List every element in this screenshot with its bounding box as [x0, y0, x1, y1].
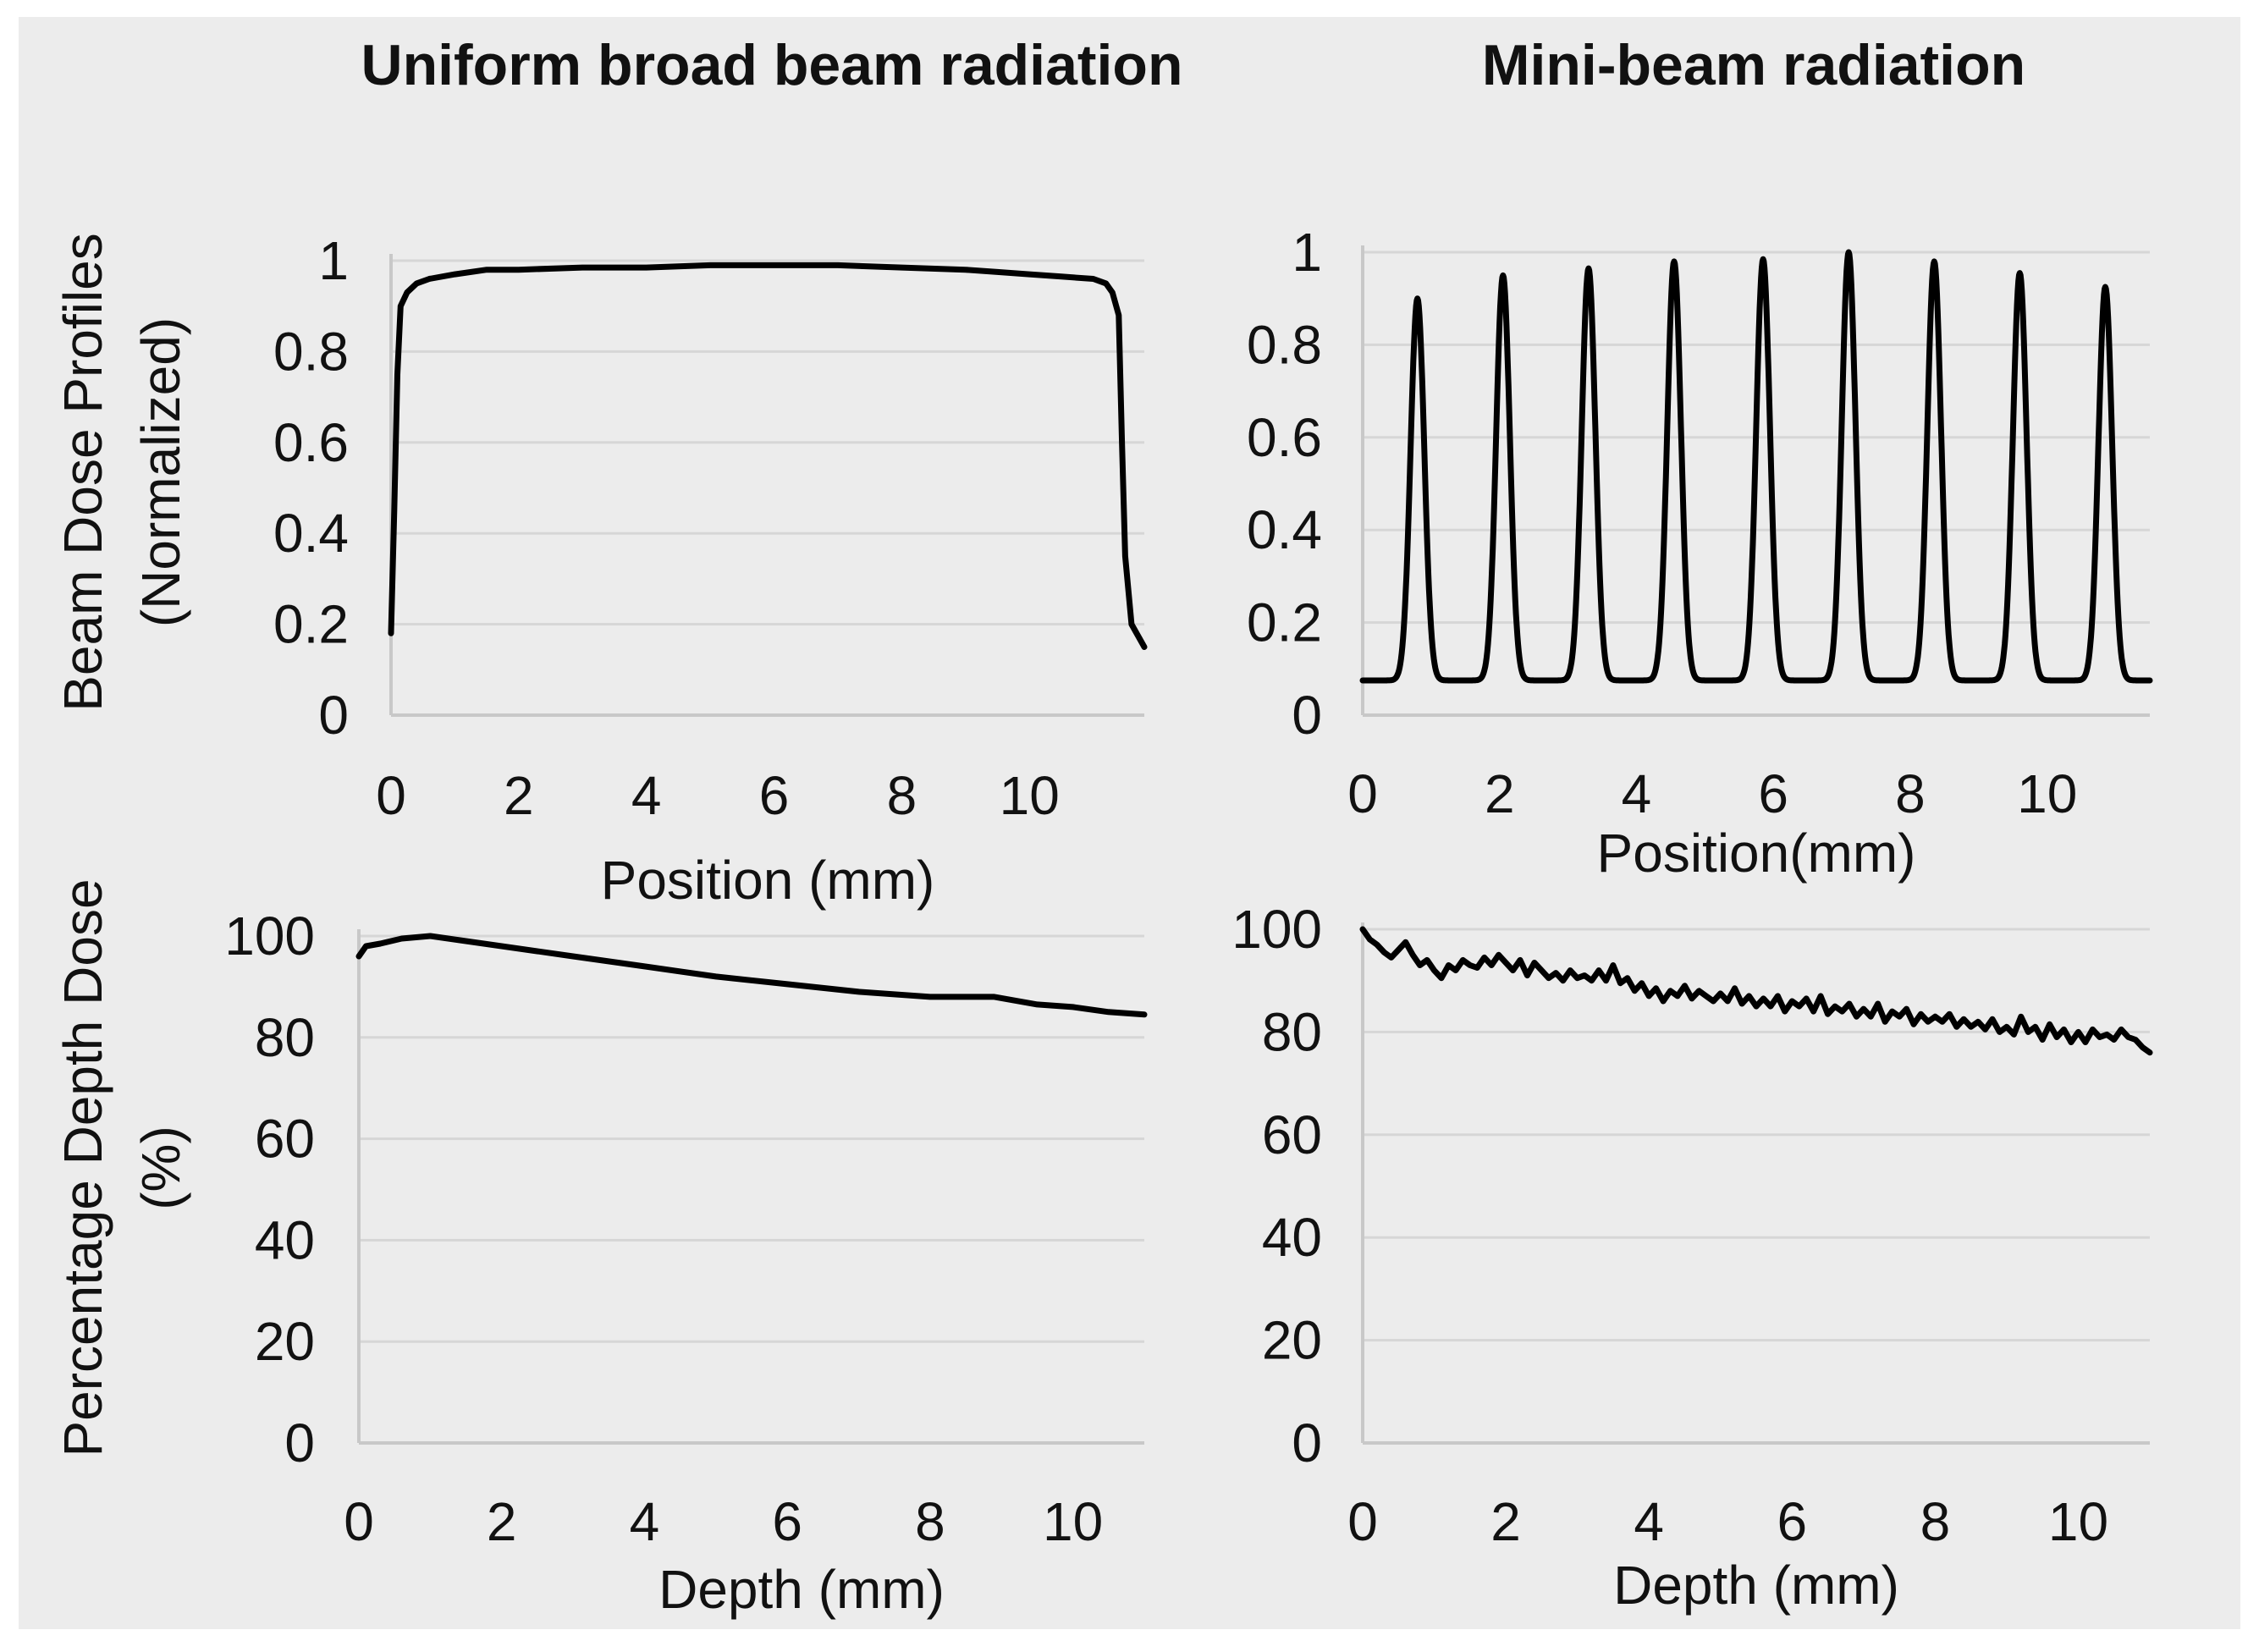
- broad-pdd-ytick-label: 20: [255, 1311, 315, 1372]
- mini-profile-xtick-label: 8: [1895, 763, 1926, 824]
- left-column-title: Uniform broad beam radiation: [361, 33, 1183, 97]
- mini-pdd-xtick-label: 6: [1777, 1491, 1807, 1552]
- broad-profile-xtick-label: 4: [631, 765, 662, 826]
- broad-pdd-ytick-label: 40: [255, 1209, 315, 1270]
- mini-pdd-ytick-label: 80: [1262, 1001, 1322, 1062]
- broad-pdd-series-line: [355, 933, 1148, 1018]
- broad-profile-ytick-label: 0.6: [273, 412, 349, 473]
- broad-profile-ytick-label: 0.4: [273, 503, 349, 564]
- broad-pdd-xtick-label: 2: [487, 1491, 517, 1552]
- top-ylabel-line1: Beam Dose Profiles: [52, 233, 113, 712]
- mini-profile-xtick-label: 10: [2017, 763, 2077, 824]
- mini-pdd-ytick-label: 0: [1292, 1412, 1322, 1473]
- mini-profile-xtick-label: 4: [1622, 763, 1652, 824]
- mini-pdd-xtick-label: 8: [1920, 1491, 1951, 1552]
- mini-profile-ytick-label: 0.4: [1247, 499, 1322, 560]
- mini-profile-xtick-label: 0: [1347, 763, 1378, 824]
- bottom-ylabel-line1: Percentage Depth Dose: [52, 878, 113, 1457]
- mini-profile-xlabel: Position(mm): [1597, 823, 1916, 884]
- mini-profile-ytick-label: 0.8: [1247, 314, 1322, 375]
- broad-pdd-chart: 0 20 40 60 80 100 0 2 4 6 8 10 Depth (mm): [224, 906, 1148, 1620]
- mini-profile-ytick-label: 0.2: [1247, 592, 1322, 653]
- mini-pdd-chart: 0 20 40 60 80 100 0 2 4 6 8 10 Depth (mm): [1231, 899, 2153, 1616]
- broad-profile-series-line: [388, 262, 1148, 650]
- mini-pdd-xtick-label: 2: [1490, 1491, 1521, 1552]
- broad-profile-xtick-label: 6: [759, 765, 790, 826]
- mini-pdd-xtick-label: 4: [1634, 1491, 1664, 1552]
- broad-profile-ytick-label: 0: [318, 685, 349, 746]
- broad-profile-ytick-label: 0.8: [273, 321, 349, 382]
- mini-pdd-xtick-label: 0: [1347, 1491, 1378, 1552]
- mini-profile-ytick-label: 0: [1292, 685, 1322, 746]
- broad-pdd-ytick-label: 80: [255, 1007, 315, 1068]
- broad-profile-ytick-label: 1: [318, 230, 349, 291]
- broad-pdd-xtick-label: 10: [1043, 1491, 1103, 1552]
- broad-pdd-ytick-label: 100: [224, 906, 315, 966]
- mini-pdd-ytick-label: 100: [1231, 899, 1322, 960]
- mini-profile-series-line: [1359, 249, 2153, 684]
- mini-profile-ytick-label: 0.6: [1247, 407, 1322, 468]
- broad-pdd-xtick-label: 8: [915, 1491, 945, 1552]
- figure-panel: Uniform broad beam radiation Mini-beam r…: [19, 17, 2240, 1629]
- mini-pdd-xlabel: Depth (mm): [1613, 1555, 1899, 1616]
- mini-pdd-ytick-label: 20: [1262, 1310, 1322, 1371]
- chart-canvas: Uniform broad beam radiation Mini-beam r…: [52, 33, 2153, 1620]
- mini-profile-xtick-label: 6: [1758, 763, 1788, 824]
- bottom-ylabel-line2: (%): [130, 1126, 191, 1210]
- broad-profile-xlabel: Position (mm): [601, 850, 935, 911]
- broad-pdd-ytick-label: 0: [284, 1412, 315, 1473]
- broad-pdd-xtick-label: 0: [344, 1491, 374, 1552]
- mini-pdd-xtick-label: 10: [2048, 1491, 2108, 1552]
- broad-profile-xtick-label: 2: [504, 765, 534, 826]
- mini-pdd-ytick-label: 40: [1262, 1207, 1322, 1268]
- broad-profile-xtick-label: 0: [376, 765, 406, 826]
- broad-pdd-ytick-label: 60: [255, 1109, 315, 1170]
- broad-pdd-xlabel: Depth (mm): [658, 1559, 945, 1620]
- broad-profile-xtick-label: 8: [887, 765, 917, 826]
- mini-pdd-series-line: [1359, 926, 2153, 1056]
- broad-profile-xtick-label: 10: [1000, 765, 1060, 826]
- right-column-title: Mini-beam radiation: [1482, 33, 2025, 97]
- mini-profile-ytick-label: 1: [1292, 222, 1322, 283]
- mini-pdd-ytick-label: 60: [1262, 1104, 1322, 1165]
- broad-pdd-xtick-label: 6: [772, 1491, 802, 1552]
- top-ylabel-line2: (Normalized): [130, 317, 191, 627]
- mini-profile-xtick-label: 2: [1485, 763, 1515, 824]
- broad-profile-ytick-label: 0.2: [273, 594, 349, 655]
- broad-pdd-xtick-label: 4: [630, 1491, 660, 1552]
